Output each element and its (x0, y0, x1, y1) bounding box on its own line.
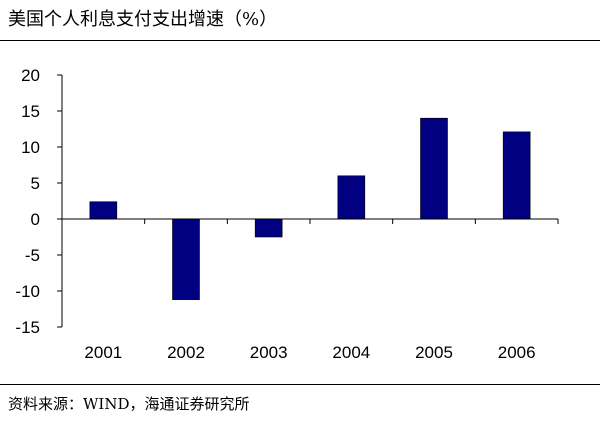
y-tick-label: -10 (15, 282, 40, 301)
y-tick-label: 20 (21, 66, 40, 85)
source-divider (0, 384, 600, 385)
title-divider (0, 40, 600, 41)
y-tick-label: -15 (15, 318, 40, 337)
y-tick-label: 10 (21, 138, 40, 157)
bar-2006 (502, 131, 531, 220)
y-tick-label: 15 (21, 102, 40, 121)
x-tick-label-2006: 2006 (498, 343, 536, 362)
bars-group (89, 117, 531, 300)
x-tick-label-2002: 2002 (167, 343, 205, 362)
x-tick-label-2004: 2004 (332, 343, 370, 362)
chart-title: 美国个人利息支付支出增速（%） (8, 9, 278, 30)
bar-2001 (89, 201, 118, 220)
x-tick-labels: 2001 2002 2003 2004 2005 2006 (84, 343, 535, 362)
source-note: 资料来源：WIND，海通证券研究所 (8, 395, 250, 413)
y-tick-label: 0 (31, 210, 40, 229)
bar-2003 (254, 218, 283, 238)
axes-group (57, 74, 559, 328)
bar-2002 (172, 218, 200, 300)
y-tick-label: 5 (31, 174, 40, 193)
bar-2005 (420, 117, 448, 220)
x-tick-label-2005: 2005 (415, 343, 453, 362)
x-tick-label-2001: 2001 (84, 343, 122, 362)
x-tick-label-2003: 2003 (250, 343, 288, 362)
y-tick-labels: 20 15 10 5 0 -5 -10 -15 (15, 66, 40, 337)
y-tick-label: -5 (25, 246, 40, 265)
bar-2004 (337, 175, 366, 220)
